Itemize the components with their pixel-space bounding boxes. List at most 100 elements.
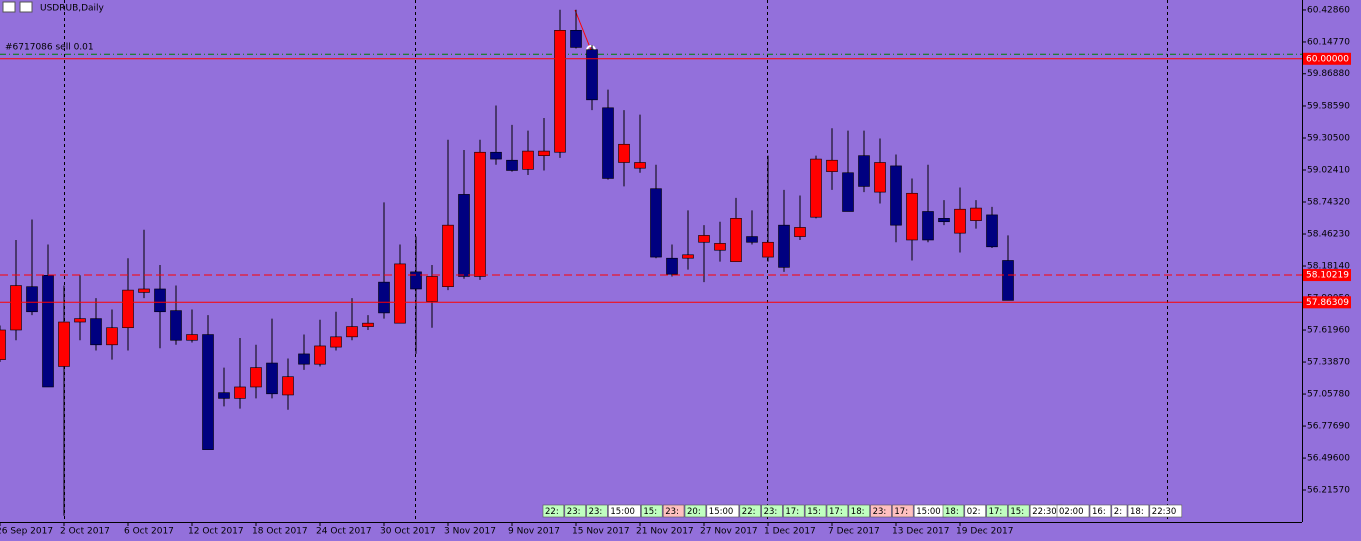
event-tag-label: 15: — [1010, 507, 1024, 517]
icon[interactable] — [2, 1, 16, 13]
candle-body — [874, 162, 886, 193]
y-tick-label: 56.77690 — [1307, 422, 1350, 432]
event-tag — [892, 504, 914, 518]
x-tick-label: 1 Dec 2017 — [764, 527, 816, 537]
candle-body — [842, 172, 854, 212]
candle-body — [346, 326, 358, 338]
event-tag-label: 22: — [742, 507, 756, 517]
chart-title: USDRUB,Daily — [40, 4, 105, 14]
candle-body — [602, 107, 614, 179]
candle-body — [58, 321, 70, 367]
candle-body — [474, 151, 486, 277]
event-tag — [761, 504, 783, 518]
candle-body — [394, 263, 406, 324]
candle-body — [650, 188, 662, 258]
candle-body — [506, 159, 518, 171]
candle-body — [282, 376, 294, 396]
candle-body — [682, 254, 694, 259]
event-tag-label: 15: — [643, 507, 657, 517]
x-tick-label: 15 Nov 2017 — [572, 527, 630, 537]
candle-body — [138, 288, 150, 293]
candle-body — [714, 243, 726, 251]
candle-body — [810, 158, 822, 218]
event-tag-label: 17: — [785, 507, 799, 517]
y-tick-label: 60.42860 — [1307, 5, 1350, 15]
event-tag-label: 17: — [894, 507, 908, 517]
candle-body — [826, 159, 838, 172]
candle-body — [666, 257, 678, 275]
candle-body — [794, 227, 806, 237]
event-tag-label: 23: — [567, 507, 581, 517]
event-tag — [1008, 504, 1030, 518]
candle-body — [90, 318, 102, 346]
event-tag — [542, 504, 565, 518]
candle-body — [218, 392, 230, 399]
candle-body — [26, 286, 38, 313]
x-tick-label: 9 Nov 2017 — [508, 527, 560, 537]
candle-body — [298, 353, 310, 365]
event-tag-label: 02: — [967, 507, 981, 517]
candle-body — [634, 162, 646, 169]
event-tag — [608, 504, 641, 518]
candle-body — [554, 30, 566, 153]
price-label: 58.10219 — [1306, 271, 1349, 281]
event-tag — [1127, 504, 1150, 518]
candle-body — [234, 386, 246, 399]
event-tag — [706, 504, 740, 518]
y-tick-label: 59.30500 — [1307, 133, 1350, 143]
price-label-box — [1303, 52, 1351, 65]
candle-body — [426, 276, 438, 302]
candle-body — [410, 271, 422, 290]
candle-body — [890, 165, 902, 226]
candle-body — [442, 224, 454, 287]
x-tick-label: 24 Oct 2017 — [316, 527, 372, 537]
event-tag-label: 18: — [1130, 507, 1144, 517]
event-tag — [986, 504, 1008, 518]
event-tag — [641, 504, 663, 518]
event-tag-label: 15:00 — [709, 507, 734, 517]
event-tag — [1056, 504, 1090, 518]
order-label: #6717086 sell 0.01 — [5, 43, 94, 53]
candle-body — [10, 285, 22, 331]
candle-body — [906, 192, 918, 241]
candle-body — [970, 207, 982, 221]
event-tag — [564, 504, 586, 518]
event-tag — [870, 504, 892, 518]
candle-body — [0, 329, 6, 360]
event-tag-label: 20: — [687, 507, 701, 517]
icon[interactable] — [19, 1, 33, 13]
candle-body — [522, 150, 534, 170]
y-tick-label: 56.21570 — [1307, 486, 1350, 496]
event-tag — [1149, 504, 1183, 518]
candle-body — [922, 211, 934, 241]
candle-body — [986, 214, 998, 248]
candle-body — [698, 235, 710, 243]
candle-body — [378, 281, 390, 314]
candle-body — [362, 322, 374, 327]
candle-body — [154, 288, 166, 313]
x-tick-label: 12 Oct 2017 — [188, 527, 244, 537]
event-tag-label: 23: — [873, 507, 887, 517]
candle-body — [490, 151, 502, 160]
event-tag — [804, 504, 827, 518]
x-tick-label: 21 Nov 2017 — [636, 527, 694, 537]
candle-body — [618, 143, 630, 163]
y-tick-label: 58.74320 — [1307, 198, 1350, 208]
candle-body — [746, 236, 758, 243]
x-tick-label: 3 Nov 2017 — [444, 527, 496, 537]
event-tag — [1089, 504, 1112, 518]
candle-body — [106, 327, 118, 346]
event-tag — [684, 504, 707, 518]
candle-body — [778, 224, 790, 268]
event-tag-label: 22:30 — [1032, 507, 1057, 517]
candle-body — [330, 336, 342, 348]
y-tick-label: 59.86880 — [1307, 69, 1350, 79]
event-tag-label: 17: — [829, 507, 843, 517]
event-tag-label: 18: — [851, 507, 865, 517]
event-tag-label: 2: — [1114, 507, 1122, 517]
event-tag-label: 23: — [589, 507, 603, 517]
event-tag-label: 23: — [764, 507, 778, 517]
event-tag — [739, 504, 761, 518]
